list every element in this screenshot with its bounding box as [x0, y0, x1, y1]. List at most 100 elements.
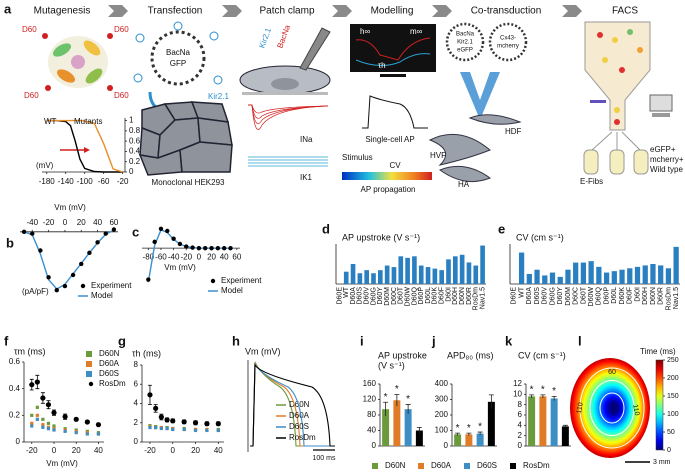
data-point [152, 239, 157, 245]
legend-marker [418, 463, 424, 469]
bar [542, 275, 548, 284]
data-point [164, 417, 170, 423]
data-point [62, 414, 68, 420]
bar [611, 271, 617, 284]
bar [518, 252, 525, 284]
isochrone-label: 110 [631, 404, 640, 416]
axis-title: Vm (mV) [54, 203, 86, 212]
x-tick-label: D60F [627, 287, 634, 304]
data-point [146, 277, 151, 282]
data-point [41, 423, 45, 427]
legend-label: Model [221, 286, 243, 295]
x-tick-label: D60V [364, 287, 371, 305]
axis-title: AP upstroke (V s⁻¹) [342, 232, 420, 242]
legend-marker [372, 463, 378, 469]
data-point [30, 231, 35, 236]
bar [561, 426, 569, 446]
bar [466, 262, 472, 284]
bar [382, 409, 390, 446]
y-tick-label: 0 [16, 437, 21, 446]
x-tick-label: Nav1.5 [673, 287, 680, 309]
legend-label: D60A [431, 461, 452, 470]
x-tick-label: 0 [63, 218, 68, 227]
bar [384, 265, 390, 284]
error-bar [416, 427, 422, 434]
x-tick-label: D60T [398, 286, 405, 304]
y-tick-label: 0.4 [129, 147, 141, 156]
bar [665, 268, 672, 284]
colorbar [655, 359, 664, 451]
kir-label: Kir2.1 [208, 92, 229, 101]
data-point [52, 428, 56, 432]
x-tick-label: 40 [94, 446, 103, 455]
bar [432, 268, 438, 284]
vectors [445, 22, 528, 115]
single-ap-label: Single-cell AP [365, 135, 414, 144]
isochrone [589, 380, 635, 436]
x-tick-label: D60G [370, 287, 377, 305]
axis-title: (V s⁻¹) [378, 360, 405, 370]
isochrone-label: 60 [608, 369, 616, 376]
y-tick-label: 1 [129, 116, 134, 125]
x-tick-label: D60Y [557, 287, 564, 305]
y-tick-label: 4 [134, 399, 139, 408]
x-tick-label: WT [518, 286, 525, 298]
step: Patch clamp [259, 6, 314, 17]
x-tick-label: -20 [43, 218, 55, 227]
bar [378, 270, 383, 284]
x-tick-label: RosDm [473, 287, 480, 311]
y-tick-label: 4 [518, 420, 523, 429]
series-label: Mutants [74, 117, 102, 126]
x-tick-label: D60W [588, 287, 595, 307]
x-tick-label: -20 [180, 252, 192, 261]
data-point [148, 425, 152, 430]
x-tick-label: -40 [168, 252, 180, 261]
y-tick-label: 0 [129, 167, 134, 176]
error-bar [488, 394, 494, 409]
facs-label: E-Fibs [580, 177, 603, 186]
data-point [103, 231, 108, 236]
legend-label: Experiment [91, 281, 132, 290]
arrow [108, 5, 128, 17]
data-point [30, 413, 34, 417]
significance: * [395, 384, 399, 395]
x-tick-label: D60C [391, 287, 398, 305]
current-traces [248, 104, 329, 167]
significance: * [530, 384, 534, 395]
bar [364, 270, 369, 284]
data-point [158, 414, 164, 420]
y-tick-label: 0.6 [9, 357, 21, 366]
x-axis-label: Vm (mV) [46, 459, 78, 468]
bar [534, 269, 540, 284]
x-tick-label: D60Y [377, 287, 384, 305]
data-point [111, 227, 117, 232]
x-tick-label: 20 [72, 446, 81, 455]
legend-label: D60A [289, 411, 310, 420]
vector-label: mcherry [497, 44, 519, 50]
data-point [221, 245, 227, 251]
legend-label: D60S [477, 461, 497, 470]
data-point [21, 229, 27, 235]
data-point [158, 226, 164, 231]
cv-label: CV [389, 161, 401, 170]
x-tick-label: D60S [357, 287, 364, 305]
y-tick-label: 0.2 [9, 410, 21, 419]
panel-label: l [578, 333, 582, 348]
x-tick-label: WT [343, 286, 350, 298]
y-tick-label: 6 [134, 379, 139, 388]
data-point [70, 272, 76, 278]
bar [603, 272, 610, 284]
data-line [46, 119, 123, 173]
colorbar-tick-label: 100 [667, 411, 679, 418]
x-tick-label: -60 [98, 177, 110, 186]
data-point [153, 405, 159, 411]
mutation-site: D60 [24, 91, 39, 100]
legend-marker [88, 381, 94, 387]
data-point [30, 424, 34, 428]
y-tick-label: 12 [513, 379, 522, 388]
bar [658, 265, 664, 284]
data-point [62, 283, 68, 289]
y-tick-label: 100 [435, 426, 449, 435]
arrow [432, 5, 452, 17]
axis-title: AP upstroke [378, 350, 427, 360]
